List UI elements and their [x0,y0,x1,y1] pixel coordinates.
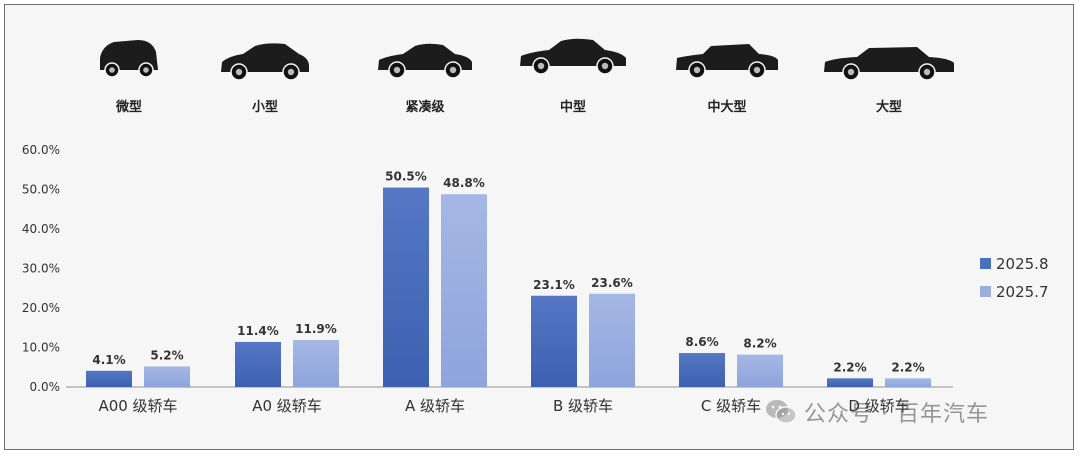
x-category-label: B 级轿车 [553,397,613,415]
y-tick-label: 0.0% [30,380,61,394]
car-type-label: 小型 [251,100,279,115]
bar [235,341,281,387]
compact-sedan-icon [378,43,472,79]
data-label: 48.8% [443,176,485,190]
data-label: 11.4% [237,324,279,338]
car-type-label: 中大型 [707,100,747,115]
y-tick-label: 50.0% [22,183,60,197]
car-type-label: 大型 [875,100,903,115]
x-category-label: A 级轿车 [405,397,465,415]
y-tick-label: 30.0% [22,262,60,276]
data-label: 2.2% [833,360,866,374]
wechat-icon [766,400,797,424]
data-label: 4.1% [92,353,125,367]
legend-swatch [980,286,991,297]
data-label: 11.9% [295,322,337,336]
bar [86,370,132,387]
data-label: 8.2% [743,337,776,351]
legend-swatch [980,258,991,269]
bar [737,354,783,387]
bar [531,295,577,387]
y-tick-label: 60.0% [22,143,60,157]
watermark-text: 公众号 · 百年汽车 [804,402,989,427]
data-label: 5.2% [150,348,183,362]
x-category-label: A00 级轿车 [98,397,177,415]
y-tick-label: 20.0% [22,301,60,315]
y-tick-label: 40.0% [22,222,60,236]
small-car-icon [221,43,309,81]
x-category-label: D 级轿车 [848,397,909,415]
data-label: 23.1% [533,278,575,292]
microcar-icon [100,40,158,78]
bar [679,353,725,387]
x-category-label: A0 级轿车 [252,397,322,415]
full-size-sedan-icon [824,47,954,81]
car-type-label: 中型 [559,100,587,115]
y-tick-label: 10.0% [22,341,60,355]
data-label: 2.2% [891,360,924,374]
watermark: 公众号 · 百年汽车 [764,394,989,430]
data-label: 23.6% [591,276,633,290]
x-category-label: C 级轿车 [701,397,761,415]
bar [383,187,429,387]
bar [144,366,190,387]
legend-label: 2025.8 [996,255,1049,273]
car-type-label: 微型 [115,100,143,115]
large-sedan-icon [676,44,778,79]
bar [441,194,487,387]
bar [885,378,931,387]
data-label: 50.5% [385,170,427,184]
car-type-label: 紧凑级 [405,100,445,115]
midsize-sedan-icon [520,38,626,75]
bar [293,339,339,387]
bar [589,293,635,387]
legend-label: 2025.7 [996,283,1049,301]
bar [827,378,873,387]
data-label: 8.6% [685,335,718,349]
